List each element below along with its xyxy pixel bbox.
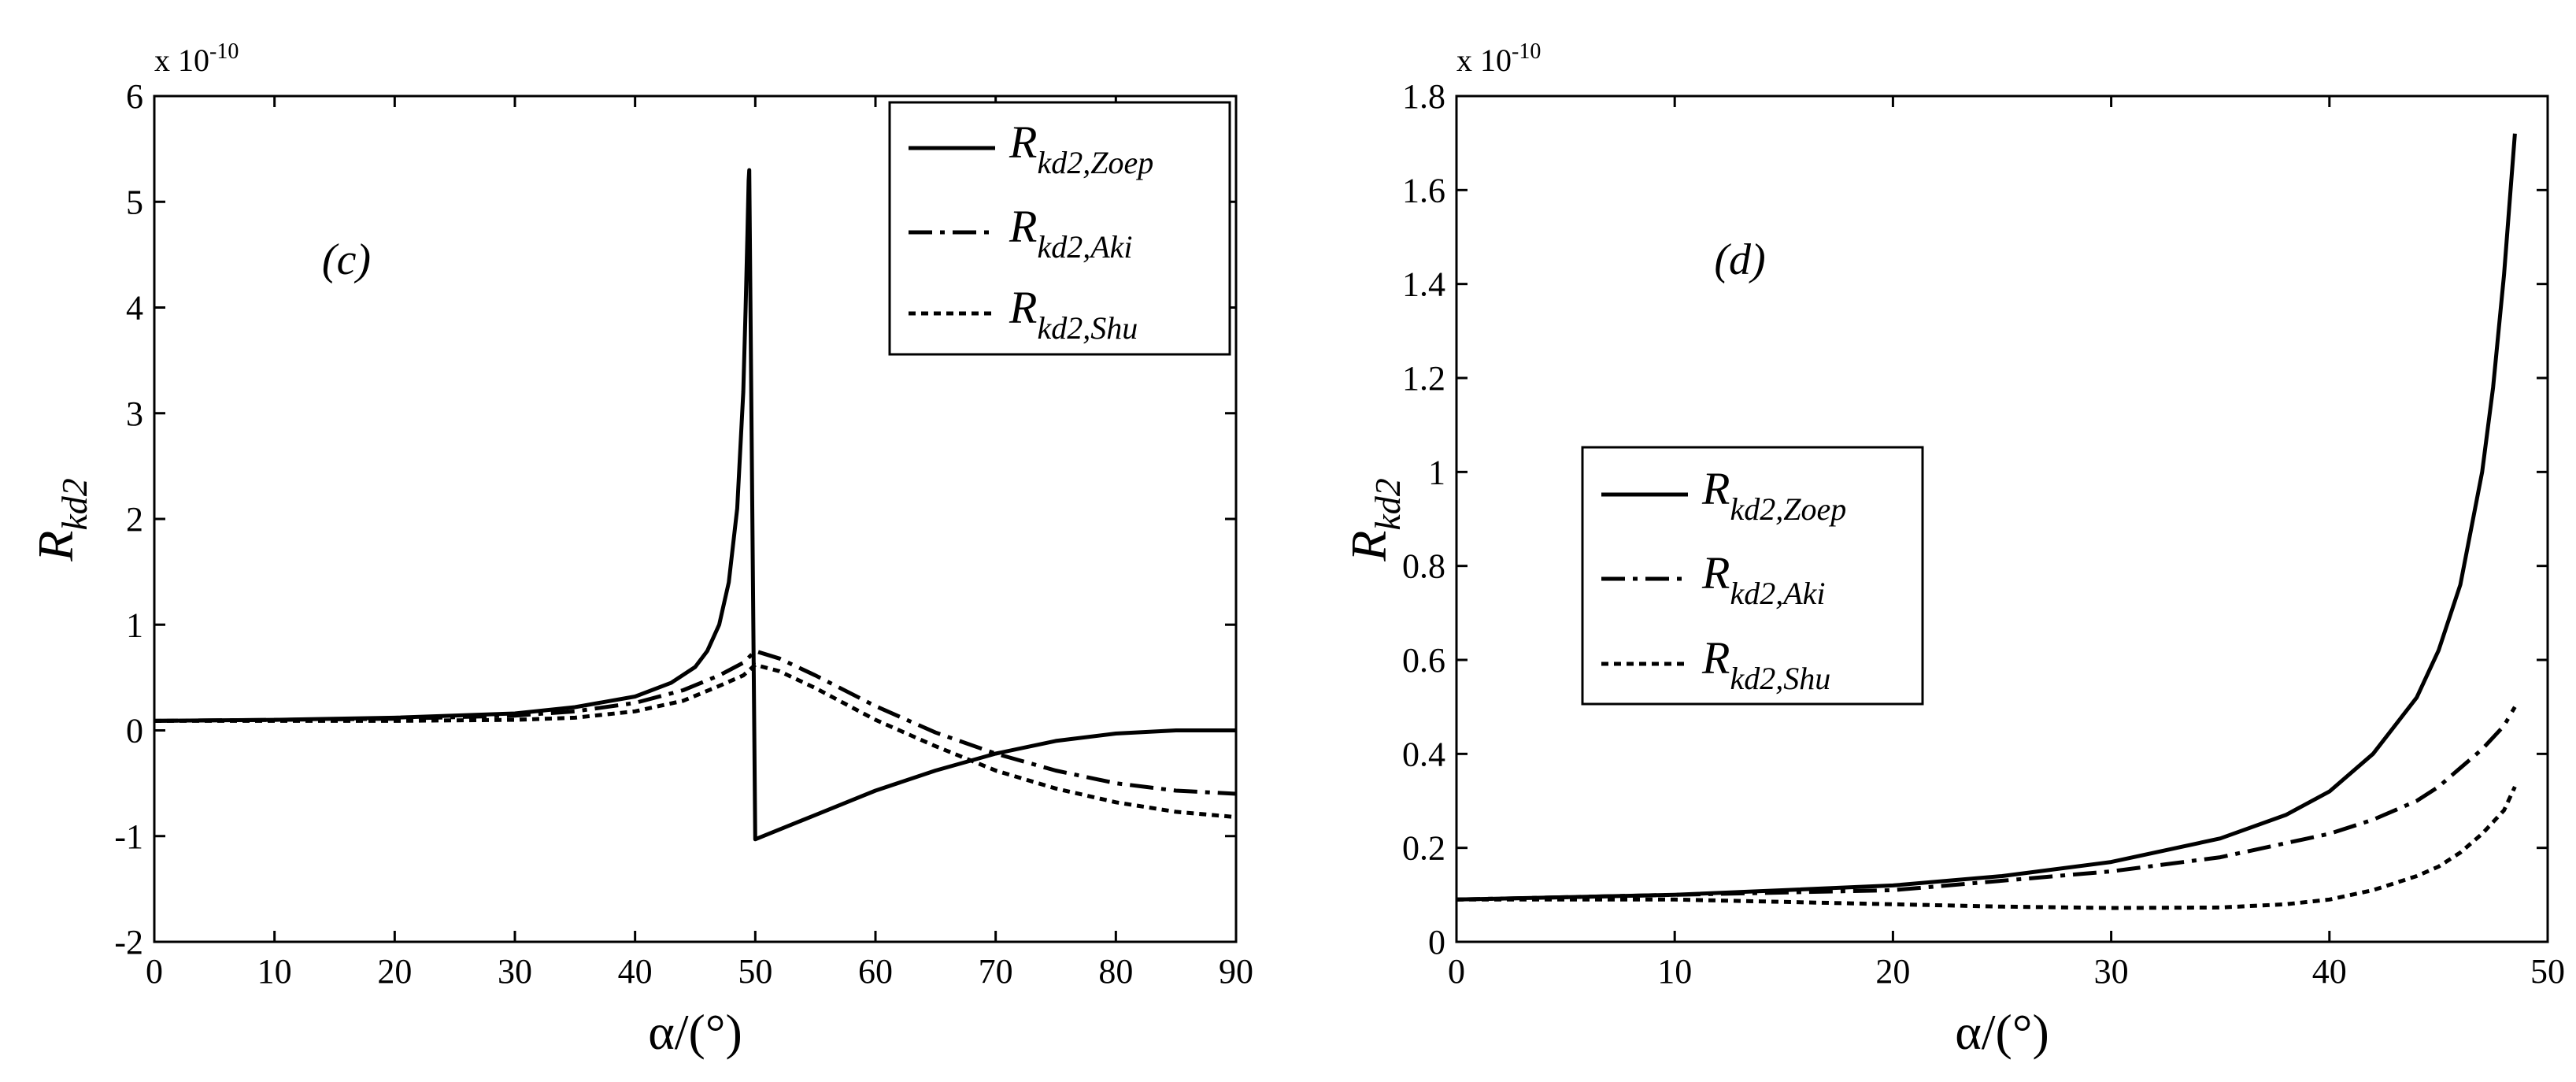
y-exponent-power: -10: [1512, 39, 1541, 64]
x-tick-label: 90: [1219, 952, 1253, 991]
y-tick-label: 1.6: [1402, 171, 1445, 209]
series-group: [154, 168, 1236, 842]
y-exponent-power: -10: [209, 39, 239, 64]
x-tick-label: 10: [257, 952, 292, 991]
x-axis-label: α/(°): [648, 1004, 742, 1060]
legend-label-sub-italic: kd2: [1037, 145, 1083, 180]
y-tick-label: 1: [126, 606, 143, 644]
x-tick-label: 40: [618, 952, 653, 991]
y-axis-label: Rkd2: [28, 478, 94, 562]
x-tick-label: 60: [858, 952, 893, 991]
x-tick-label: 30: [2094, 952, 2129, 991]
legend-label-main: R: [1009, 201, 1037, 252]
y-exponent-label: x 10-10: [1456, 39, 1541, 78]
series-line-zoep: [154, 168, 1236, 842]
legend-label-main: R: [1701, 632, 1730, 684]
x-tick-label: 20: [377, 952, 412, 991]
legend-label-zoep: Rkd2,Zoep: [1701, 463, 1846, 527]
legend-label-shu: Rkd2,Shu: [1701, 632, 1830, 696]
panel-label: (d): [1714, 235, 1765, 284]
legend-label-aki: Rkd2,Aki: [1701, 547, 1826, 611]
axes-box: [1455, 94, 2549, 943]
legend-label-main: R: [1009, 117, 1037, 168]
legend-label-sub: ,Shu: [1083, 310, 1138, 346]
series-line-aki: [154, 649, 1236, 796]
series-line-shu: [154, 662, 1236, 820]
x-tick-label: 50: [2530, 952, 2565, 991]
legend-label-sub-italic: kd2: [1730, 576, 1775, 611]
legend-label-main: R: [1009, 282, 1037, 333]
legend-label-main: R: [1701, 547, 1730, 598]
legend-label-sub: ,Aki: [1083, 229, 1132, 265]
y-tick-label: 5: [126, 183, 143, 221]
y-exponent-base: x 10: [1456, 43, 1512, 78]
legend-label-aki: Rkd2,Aki: [1009, 201, 1133, 265]
legend-label-sub-italic: kd2: [1730, 491, 1775, 527]
legend-label-sub: ,Zoep: [1775, 491, 1846, 527]
legend-label-sub-italic: kd2: [1730, 661, 1775, 696]
y-tick-label: -1: [114, 817, 143, 856]
y-axis-label-sub: kd2: [1368, 478, 1408, 530]
y-tick-label: 4: [126, 289, 143, 328]
y-axis-label-main: R: [1341, 531, 1397, 562]
y-tick-label: 0.8: [1402, 547, 1445, 586]
legend-label-shu: Rkd2,Shu: [1009, 282, 1138, 346]
x-tick-label: 70: [979, 952, 1013, 991]
y-tick-label: 1.8: [1402, 77, 1445, 116]
legend-label-sub: ,Aki: [1775, 576, 1825, 611]
y-tick-label: 1.4: [1402, 265, 1445, 304]
y-axis-label-main: R: [28, 531, 83, 562]
y-tick-label: 6: [126, 77, 143, 116]
x-tick-label: 20: [1875, 952, 1910, 991]
y-tick-label: 2: [126, 500, 143, 539]
series-group: [1456, 133, 2517, 910]
y-tick-label: -2: [114, 923, 143, 962]
y-tick-label: 0: [1428, 923, 1445, 962]
y-axis-label: Rkd2: [1341, 478, 1408, 562]
legend-label-sub: ,Zoep: [1083, 145, 1153, 180]
y-tick-label: 0.4: [1402, 735, 1445, 773]
x-tick-label: 40: [2312, 952, 2347, 991]
y-tick-label: 3: [126, 395, 143, 433]
series-line-aki: [1456, 706, 2517, 902]
y-tick-label: 1.2: [1402, 359, 1445, 398]
series-line-shu: [1456, 786, 2517, 910]
x-tick-label: 80: [1098, 952, 1133, 991]
legend-label-zoep: Rkd2,Zoep: [1009, 117, 1153, 180]
legend-label-sub-italic: kd2: [1037, 310, 1083, 346]
legend-box: [1581, 446, 1924, 706]
x-tick-label: 0: [1448, 952, 1465, 991]
y-tick-label: 0.2: [1402, 829, 1445, 868]
y-exponent-label: x 10-10: [154, 39, 239, 78]
panel-label: (c): [322, 235, 371, 284]
legend-label-sub-italic: kd2: [1037, 229, 1083, 265]
y-tick-label: 0: [126, 712, 143, 750]
legend-label-sub: ,Shu: [1775, 661, 1830, 696]
x-tick-label: 30: [498, 952, 532, 991]
y-axis-label-sub: kd2: [54, 478, 94, 530]
series-line-zoep: [1456, 133, 2517, 902]
x-tick-label: 10: [1657, 952, 1692, 991]
legend-label-main: R: [1701, 463, 1730, 514]
y-tick-label: 1: [1428, 453, 1445, 491]
x-tick-label: 50: [738, 952, 772, 991]
y-tick-label: 0.6: [1402, 641, 1445, 680]
x-tick-label: 0: [146, 952, 163, 991]
chart-d: 0 10 20 30 40 50 0 0.2 0.4 0.6 0.8 1 1.2 1.4 1.6 1.8 x 1…: [1341, 39, 2565, 1060]
y-exponent-base: x 10: [154, 43, 209, 78]
x-axis-label: α/(°): [1955, 1004, 2049, 1060]
